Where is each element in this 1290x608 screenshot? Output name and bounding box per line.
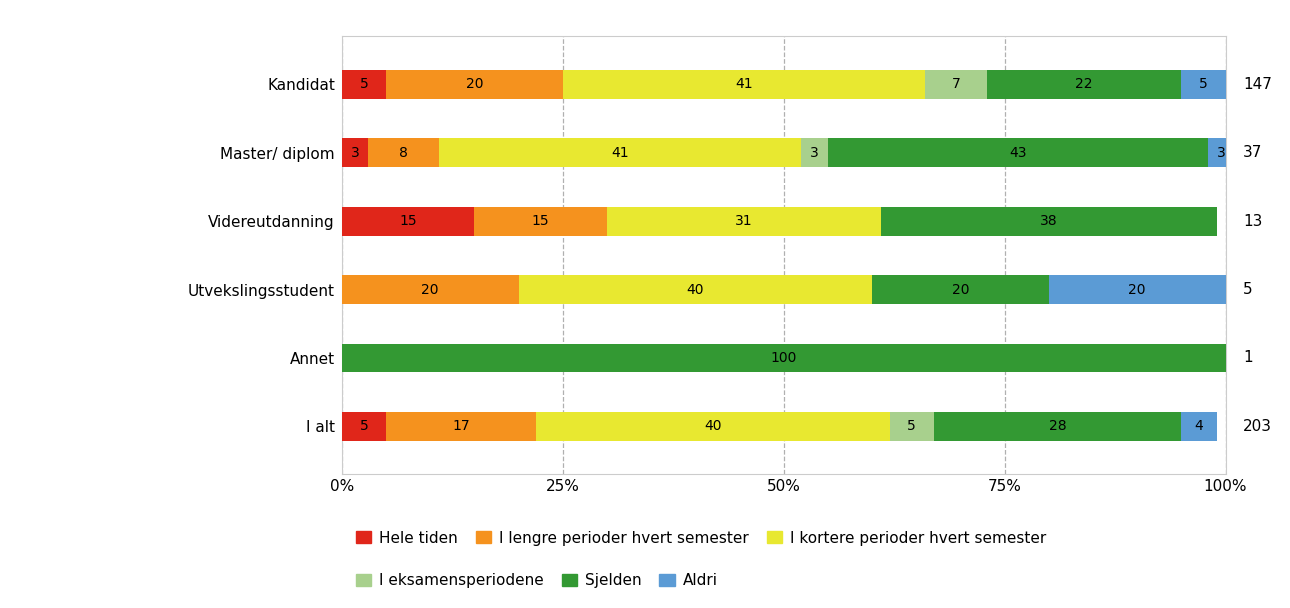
Text: 100: 100 bbox=[770, 351, 797, 365]
Text: 20: 20 bbox=[422, 283, 439, 297]
Text: 28: 28 bbox=[1049, 420, 1067, 434]
Text: 20: 20 bbox=[952, 283, 969, 297]
Bar bbox=[925, 70, 987, 98]
Bar bbox=[439, 139, 801, 167]
Text: 5: 5 bbox=[1198, 77, 1207, 91]
Text: 5: 5 bbox=[360, 420, 369, 434]
Bar bbox=[801, 139, 828, 167]
Text: 1: 1 bbox=[1244, 350, 1253, 365]
Text: 38: 38 bbox=[1040, 214, 1058, 228]
Text: 203: 203 bbox=[1244, 419, 1272, 434]
Bar bbox=[881, 207, 1216, 235]
Text: 7: 7 bbox=[952, 77, 960, 91]
Bar bbox=[934, 412, 1182, 441]
Bar bbox=[562, 70, 925, 98]
Bar bbox=[519, 275, 872, 304]
Text: 40: 40 bbox=[686, 283, 704, 297]
Bar bbox=[1182, 70, 1226, 98]
Bar bbox=[342, 207, 475, 235]
Bar bbox=[386, 70, 562, 98]
Bar bbox=[475, 207, 608, 235]
Text: 3: 3 bbox=[810, 146, 819, 160]
Bar bbox=[890, 412, 934, 441]
Bar bbox=[342, 275, 519, 304]
Text: 40: 40 bbox=[704, 420, 721, 434]
Text: 147: 147 bbox=[1244, 77, 1272, 92]
Bar bbox=[342, 139, 369, 167]
Bar bbox=[987, 70, 1182, 98]
Text: 3: 3 bbox=[1216, 146, 1226, 160]
Text: 15: 15 bbox=[531, 214, 550, 228]
Bar bbox=[369, 139, 439, 167]
Text: 37: 37 bbox=[1244, 145, 1263, 161]
Bar bbox=[537, 412, 890, 441]
Bar bbox=[828, 139, 1207, 167]
Text: 5: 5 bbox=[907, 420, 916, 434]
Bar bbox=[1182, 412, 1216, 441]
Legend: I eksamensperiodene, Sjelden, Aldri: I eksamensperiodene, Sjelden, Aldri bbox=[350, 567, 724, 594]
Bar bbox=[872, 275, 1049, 304]
Bar bbox=[1049, 275, 1226, 304]
Text: 5: 5 bbox=[1244, 282, 1253, 297]
Text: 31: 31 bbox=[735, 214, 753, 228]
Text: 15: 15 bbox=[400, 214, 417, 228]
Text: 43: 43 bbox=[1009, 146, 1027, 160]
Text: 4: 4 bbox=[1195, 420, 1204, 434]
Text: 20: 20 bbox=[466, 77, 484, 91]
Bar bbox=[1207, 139, 1235, 167]
Text: 41: 41 bbox=[735, 77, 753, 91]
Text: 41: 41 bbox=[611, 146, 630, 160]
Bar bbox=[342, 70, 386, 98]
Text: 8: 8 bbox=[400, 146, 408, 160]
Text: 5: 5 bbox=[360, 77, 369, 91]
Bar bbox=[342, 412, 386, 441]
Bar bbox=[606, 207, 881, 235]
Bar bbox=[342, 344, 1226, 372]
Text: 17: 17 bbox=[453, 420, 470, 434]
Text: 3: 3 bbox=[351, 146, 360, 160]
Text: 22: 22 bbox=[1076, 77, 1093, 91]
Text: 20: 20 bbox=[1129, 283, 1146, 297]
Text: 13: 13 bbox=[1244, 213, 1263, 229]
Bar bbox=[386, 412, 537, 441]
Legend: Hele tiden, I lengre perioder hvert semester, I kortere perioder hvert semester: Hele tiden, I lengre perioder hvert seme… bbox=[350, 525, 1051, 551]
